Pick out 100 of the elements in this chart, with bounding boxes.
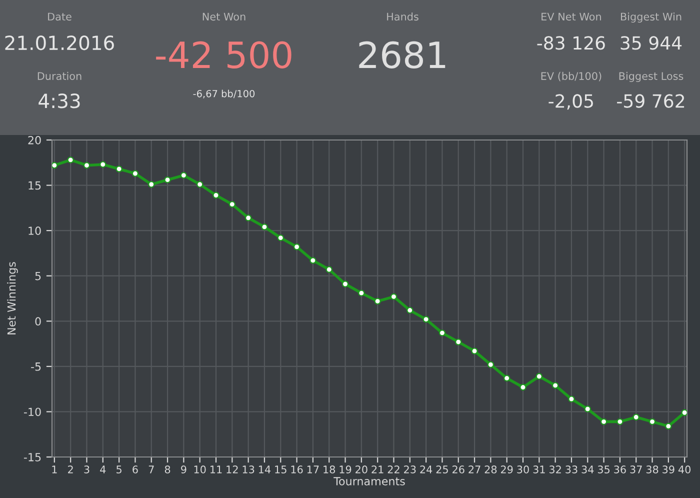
y-tick-label: -5 — [31, 362, 41, 371]
point — [520, 384, 526, 391]
point — [310, 257, 316, 264]
text: Date — [48, 12, 72, 21]
x-tick-label: 12 — [226, 466, 238, 474]
point — [196, 181, 204, 188]
x-tick-label: 13 — [242, 466, 254, 474]
point — [148, 181, 155, 188]
text: Biggest Win — [620, 12, 682, 23]
x-tick-label: 22 — [388, 466, 400, 474]
text: 35 944 — [620, 36, 682, 50]
point — [132, 170, 139, 177]
point — [455, 338, 462, 346]
x-tick-label: 26 — [452, 466, 464, 474]
text: 4:33 — [38, 94, 80, 108]
text: 2681 — [359, 41, 446, 69]
text: EV Net Won — [542, 12, 601, 21]
x-tick-label: 20 — [356, 466, 368, 474]
x-tick-label: 18 — [324, 466, 336, 474]
text: -59 762 — [617, 94, 684, 108]
point — [504, 374, 510, 382]
point — [536, 373, 542, 380]
point — [228, 200, 236, 208]
point — [116, 166, 122, 172]
x-tick-label: 23 — [404, 466, 416, 474]
x-tick-label: 5 — [116, 466, 122, 474]
x-tick-label: 8 — [164, 466, 170, 474]
x-tick-label: 2 — [68, 466, 73, 474]
x-tick-label: 6 — [132, 466, 138, 474]
point — [374, 298, 381, 305]
x-tick-label: 39 — [662, 466, 674, 474]
point — [261, 224, 268, 230]
y-tick-label: 10 — [28, 226, 41, 235]
point — [584, 406, 591, 412]
point — [422, 316, 430, 323]
x-tick-label: 36 — [614, 466, 626, 474]
point — [67, 156, 74, 164]
x-tick-label: 21 — [372, 466, 384, 474]
x-tick-label: 15 — [275, 466, 286, 474]
point — [212, 192, 220, 199]
x-tick-label: 19 — [340, 466, 352, 474]
point — [342, 280, 349, 288]
x-tick-label: 35 — [598, 466, 610, 474]
x-tick-label: 1 — [52, 466, 57, 474]
x-tick-label: 14 — [258, 466, 271, 474]
text: -6,67 bb/100 — [193, 90, 255, 98]
point — [52, 162, 58, 169]
text: EV (bb/100) — [541, 72, 602, 82]
x-tick-label: 38 — [646, 466, 658, 474]
point — [681, 409, 687, 416]
point — [600, 418, 608, 426]
point — [83, 162, 90, 169]
point — [244, 214, 252, 222]
x-tick-label: 32 — [549, 466, 561, 474]
x-tick-label: 11 — [210, 466, 222, 474]
x-tick-label: 33 — [566, 466, 578, 474]
point — [293, 244, 300, 250]
text: -83 126 — [537, 36, 605, 50]
text: Net Won — [202, 12, 246, 21]
text: Biggest Loss — [619, 72, 684, 82]
text: 21.01.2016 — [5, 35, 114, 50]
x-tick-label: 31 — [533, 466, 545, 474]
x-tick-label: 17 — [307, 466, 319, 474]
x-tick-label: 24 — [420, 466, 432, 474]
x-tick-label: 30 — [517, 466, 529, 474]
point — [632, 414, 640, 420]
x-tick-label: 34 — [582, 466, 594, 474]
point — [100, 161, 106, 168]
x-tick-label: 25 — [436, 466, 448, 474]
point — [406, 306, 414, 314]
x-tick-label: 10 — [194, 466, 206, 474]
text: -42 500 — [156, 41, 292, 69]
x-tick-label: 9 — [181, 466, 186, 474]
point — [568, 396, 575, 402]
x-tick-label: 37 — [630, 466, 642, 474]
point — [326, 266, 332, 273]
x-tick-label: 16 — [291, 466, 303, 474]
text: Duration — [38, 72, 82, 80]
x-tick-label: 28 — [484, 466, 497, 474]
x-tick-label: 7 — [148, 466, 154, 474]
point — [648, 418, 656, 426]
x-tick-label: 40 — [678, 466, 691, 474]
point — [552, 382, 559, 389]
y-tick-label: 0 — [35, 317, 41, 326]
x-tick-label: 4 — [100, 466, 106, 474]
x-tick-label: 3 — [84, 466, 90, 474]
y-tick-label: -10 — [24, 408, 41, 416]
x-tick-label: 27 — [468, 466, 480, 474]
point — [616, 418, 624, 426]
point — [438, 330, 446, 336]
text: -2,05 — [548, 94, 593, 110]
y-axis-title: Net Winnings — [7, 262, 18, 334]
point — [390, 293, 398, 300]
y-tick-label: 5 — [35, 272, 41, 280]
y-tick-label: 20 — [28, 136, 41, 144]
point — [164, 176, 171, 184]
x-tick-label: 29 — [500, 466, 513, 474]
point — [277, 234, 284, 242]
point — [358, 290, 365, 296]
point — [665, 422, 672, 430]
